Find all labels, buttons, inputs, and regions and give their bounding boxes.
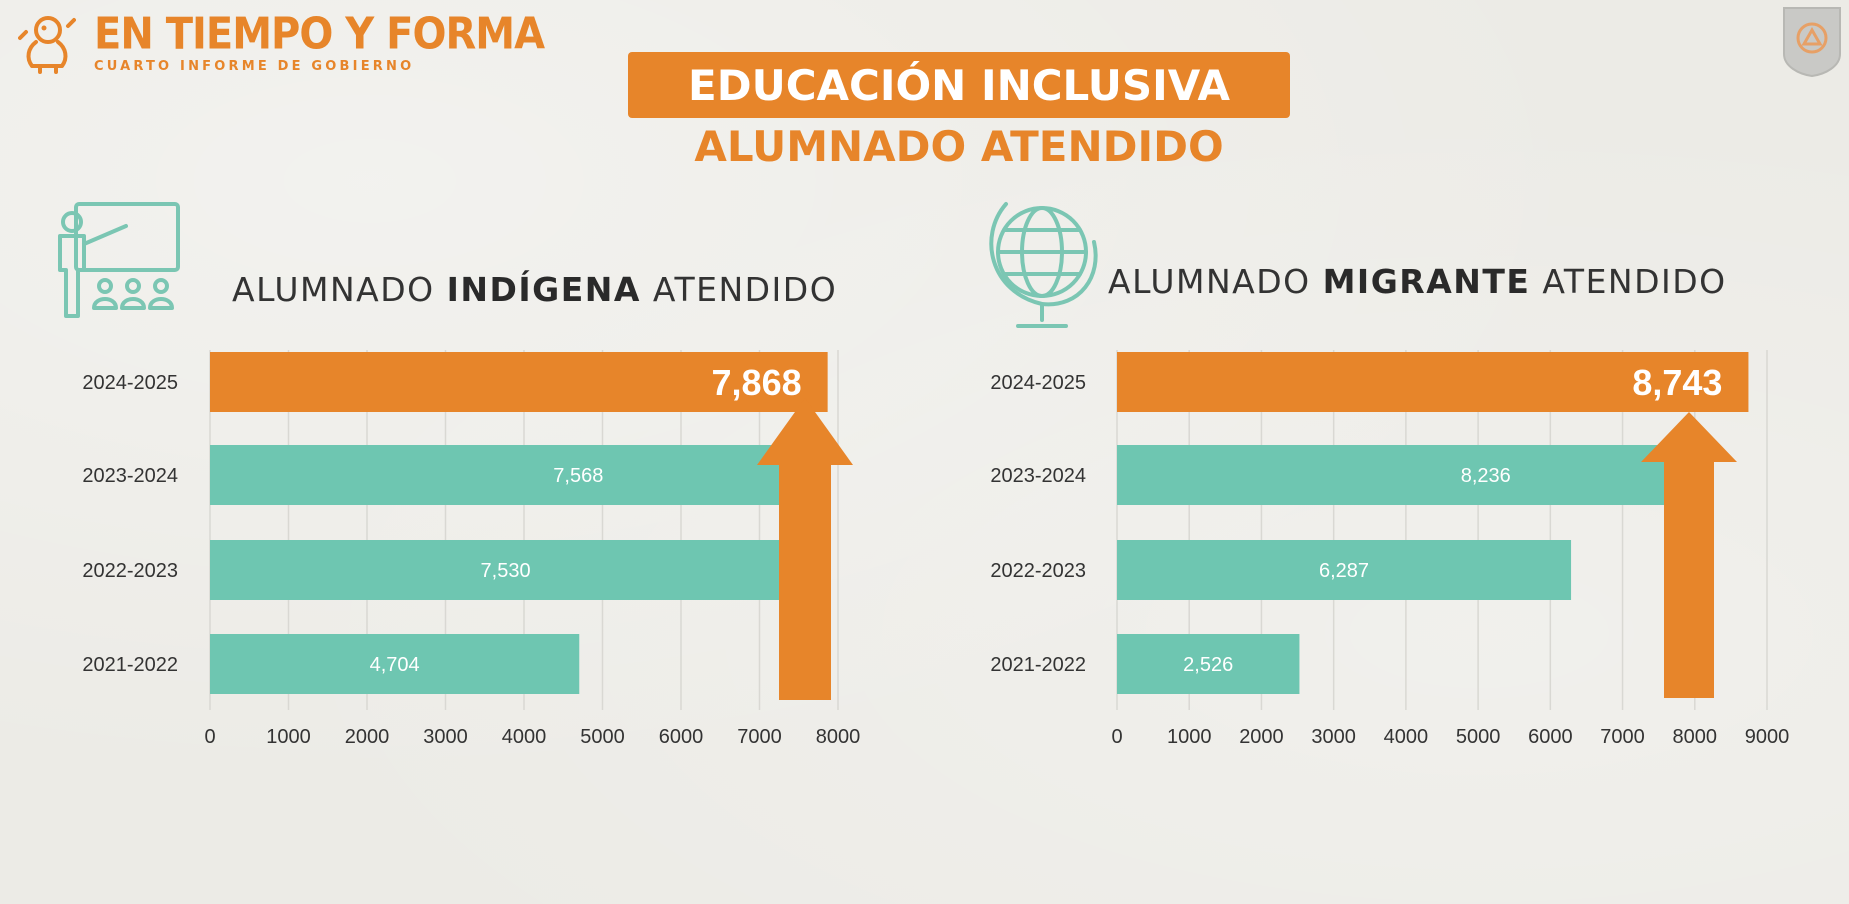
bar [210,634,580,694]
value-label: 4,704 [370,654,420,676]
category-label: 2023-2024 [82,465,178,487]
category-label: 2021-2022 [990,654,1086,676]
x-tick-label: 4000 [1384,726,1429,748]
x-tick-label: 6000 [659,726,704,748]
highlight-bar [1117,352,1749,412]
globe-icon [989,202,1098,328]
highlight-bar [210,352,828,412]
chart-title-migrante: ALUMNADO MIGRANTE ATENDIDO [1108,262,1727,301]
x-tick-label: 3000 [423,726,468,748]
bar [1117,445,1712,505]
x-tick-label: 3000 [1311,726,1356,748]
x-tick-label: 2000 [345,726,390,748]
bar [1117,634,1300,694]
x-tick-label: 6000 [1528,726,1573,748]
x-tick-label: 0 [1111,726,1122,748]
x-tick-label: 4000 [502,726,547,748]
x-tick-label: 2000 [1239,726,1284,748]
x-tick-label: 9000 [1745,726,1790,748]
value-label: 7,530 [481,560,531,582]
x-tick-label: 7000 [737,726,782,748]
growth-arrow [757,398,853,700]
category-label: 2022-2023 [82,560,178,582]
banner-title: EDUCACIÓN INCLUSIVA [688,60,1230,110]
brand-logo: EN TIEMPO Y FORMA CUARTO INFORME DE GOBI… [18,9,545,74]
x-tick-label: 7000 [1600,726,1645,748]
teacher-with-students-icon [58,202,180,318]
x-tick-label: 8000 [1673,726,1718,748]
value-label: 7,568 [553,465,603,487]
value-label: 2,526 [1183,654,1233,676]
x-tick-label: 1000 [1167,726,1212,748]
brand-title: EN TIEMPO Y FORMA [94,9,545,59]
value-label: 7,868 [712,362,802,403]
value-label: 8,743 [1632,362,1722,403]
bar [210,445,805,505]
brand-subtitle: CUARTO INFORME DE GOBIERNO [94,58,415,74]
category-label: 2023-2024 [990,465,1086,487]
x-tick-label: 5000 [580,726,625,748]
state-seal-icon [1783,7,1841,78]
x-tick-label: 0 [204,726,215,748]
category-label: 2022-2023 [990,560,1086,582]
value-label: 8,236 [1461,465,1511,487]
category-label: 2024-2025 [990,372,1086,394]
bar [1117,540,1572,600]
x-tick-label: 1000 [266,726,311,748]
page-subtitle: ALUMNADO ATENDIDO [694,122,1224,171]
value-label: 6,287 [1319,560,1369,582]
bar [210,540,802,600]
x-tick-label: 8000 [816,726,861,748]
section-banner: EDUCACIÓN INCLUSIVA [628,52,1290,118]
category-label: 2021-2022 [82,654,178,676]
chart-title-indigena: ALUMNADO INDÍGENA ATENDIDO [232,270,838,309]
category-label: 2024-2025 [82,372,178,394]
x-tick-label: 5000 [1456,726,1501,748]
lion-logo-icon [18,16,76,74]
growth-arrow [1641,412,1737,698]
